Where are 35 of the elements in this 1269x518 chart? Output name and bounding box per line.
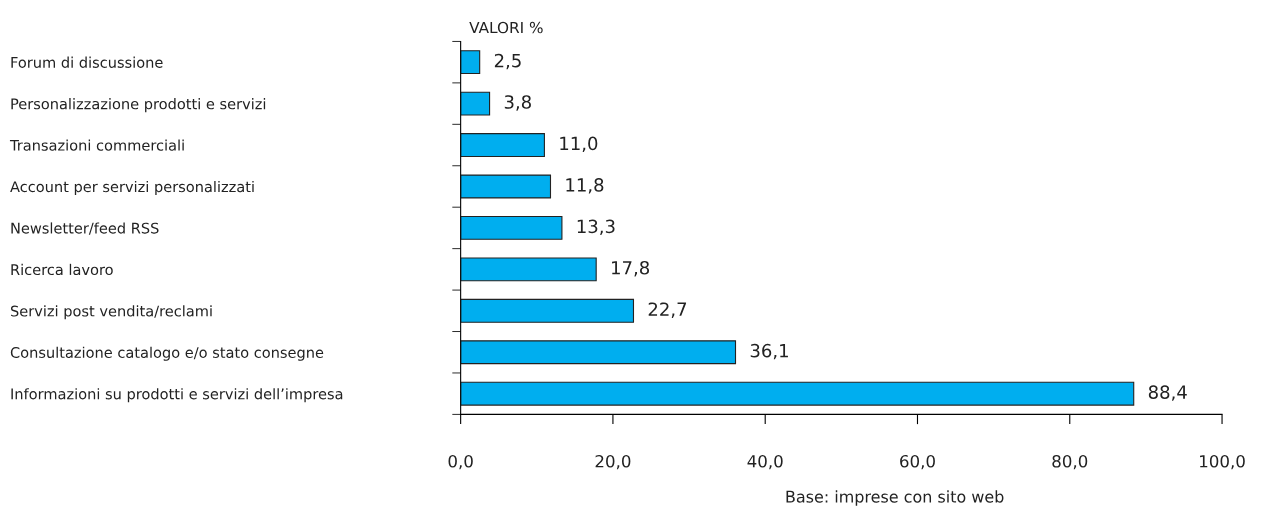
y-tick-label: Personalizzazione prodotti e servizi: [11, 98, 266, 113]
x-tick-label: 40,0: [747, 454, 783, 470]
y-tick-label: Ricerca lavoro: [11, 263, 113, 276]
bar: [460, 381, 1135, 406]
data-label: 3,8: [504, 95, 531, 111]
bar: [460, 174, 552, 199]
chart-title: VALORI %: [469, 21, 543, 34]
bar: [460, 215, 563, 240]
data-label: 2,5: [494, 53, 521, 70]
bar: [460, 298, 635, 323]
data-label: 11,8: [566, 178, 604, 194]
y-tick-label: Informazioni su prodotti e servizi dell’impresa: [11, 388, 343, 403]
y-tick-label: Account per servizi personalizzati: [10, 180, 254, 196]
data-label: 36,1: [750, 343, 788, 360]
bar: [460, 340, 737, 365]
data-label: 13,3: [577, 219, 615, 235]
data-label: 11,0: [560, 136, 598, 153]
bar: [460, 133, 545, 157]
x-tick-label: 60,0: [900, 454, 935, 470]
data-label: 17,8: [612, 260, 650, 277]
data-label: 22,7: [648, 302, 687, 318]
y-tick-label: Newsletter/feed RSS: [11, 222, 159, 235]
x-tick-label: 80,0: [1052, 454, 1088, 470]
y-tick-label: Transazioni commerciali: [9, 139, 184, 151]
bar: [460, 257, 597, 282]
bar: [460, 91, 491, 116]
y-tick-label: Consultazione catalogo e/o stato consegne: [10, 346, 324, 361]
y-tick-label: Forum di discussione: [11, 56, 163, 68]
y-tick-label: Servizi post vendita/reclami: [10, 305, 212, 320]
bar: [460, 50, 481, 75]
x-tick-label: 20,0: [595, 454, 631, 470]
x-tick-label: 0,0: [448, 454, 473, 470]
x-tick-label: 100,0: [1200, 454, 1245, 470]
data-label: 88,4: [1148, 385, 1187, 401]
text: Base: imprese con sito web: [786, 490, 1004, 506]
